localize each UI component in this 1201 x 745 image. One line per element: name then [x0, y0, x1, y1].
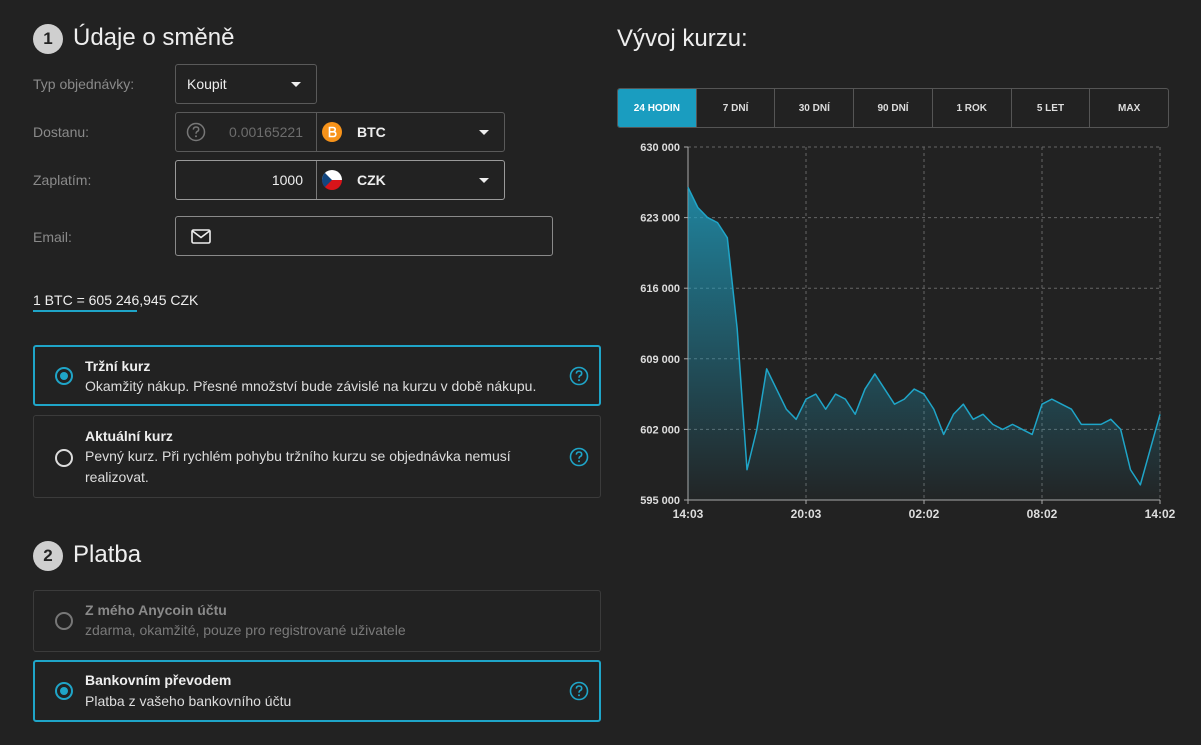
range-tab[interactable]: 24 HODIN [618, 89, 696, 127]
y-tick-label: 595 000 [640, 495, 680, 507]
price-chart: 595 000 602 000 609 000 616 000 623 000 630 0… [640, 142, 1176, 521]
help-icon[interactable] [186, 122, 206, 142]
x-tick-label: 02:02 [909, 507, 940, 521]
rate-option[interactable]: Aktuální kurz Pevný kurz. Při rychlém po… [33, 415, 601, 498]
rate-option[interactable]: Tržní kurz Okamžitý nákup. Přesné množst… [33, 345, 601, 406]
rate-underline [33, 310, 137, 312]
y-tick-label: 616 000 [640, 283, 680, 295]
help-icon[interactable] [569, 681, 589, 701]
field-label: Email: [33, 229, 72, 245]
step-title: Údaje o směně [73, 24, 235, 51]
range-tab[interactable]: 90 DNÍ [853, 89, 932, 127]
option-title: Aktuální kurz [85, 428, 173, 444]
range-tabs: 24 HODIN 7 DNÍ 30 DNÍ 90 DNÍ 1 ROK 5 LET MAX [617, 88, 1169, 128]
help-icon[interactable] [569, 366, 589, 386]
option-description: zdarma, okamžité, pouze pro registrované… [85, 622, 406, 638]
range-tab[interactable]: 1 ROK [931, 89, 1011, 127]
order-type-select[interactable]: Koupit [175, 64, 317, 104]
range-tab[interactable]: 7 DNÍ [695, 89, 775, 127]
option-description: Okamžitý nákup. Přesné množství bude záv… [85, 378, 537, 394]
caret [479, 178, 489, 183]
step-number: 1 [33, 24, 63, 54]
radio[interactable] [55, 367, 73, 385]
currency: CZK [357, 172, 386, 188]
y-tick-label: 630 000 [640, 142, 680, 154]
payment-option[interactable]: Bankovním převodem Platba z vašeho banko… [33, 660, 601, 722]
divider [316, 161, 317, 199]
radio[interactable] [55, 682, 73, 700]
pay-amount[interactable]: 1000 [271, 172, 303, 188]
range-tab[interactable]: 5 LET [1010, 89, 1090, 127]
x-tick-label: 14:02 [1145, 507, 1176, 521]
y-tick-label: 602 000 [640, 424, 680, 436]
radio[interactable] [55, 612, 73, 630]
czech-flag-icon [322, 170, 342, 190]
option-description: Pevný kurz. Při rychlém pohybu tržního k… [85, 448, 511, 485]
range-tab[interactable]: MAX [1089, 89, 1168, 127]
help-icon[interactable] [569, 447, 589, 467]
divider [316, 113, 317, 151]
x-tick-label: 08:02 [1027, 507, 1058, 521]
step-number: 2 [33, 541, 63, 571]
currency: BTC [357, 124, 386, 140]
receive-amount[interactable]: 0.00165221 [229, 124, 303, 140]
mail-icon [191, 229, 211, 244]
option-title: Tržní kurz [85, 358, 151, 374]
area [688, 187, 1160, 500]
field-label: Typ objednávky: [33, 76, 135, 92]
chart-title: Vývoj kurzu: [617, 25, 748, 52]
radio[interactable] [55, 449, 73, 467]
field-label: Zaplatím: [33, 172, 92, 188]
receive-field: 0.00165221 BTC [175, 112, 505, 152]
caret [479, 130, 489, 135]
y-tick-label: 623 000 [640, 213, 680, 225]
option-title: Bankovním převodem [85, 672, 232, 688]
bitcoin-icon [322, 122, 342, 142]
exchange-rate: 1 BTC = 605 246,945 CZK [33, 292, 199, 308]
line [687, 187, 1161, 486]
payment-option[interactable]: Z mého Anycoin účtu zdarma, okamžité, po… [33, 590, 601, 652]
x-tick-label: 14:03 [673, 507, 704, 521]
option-title: Z mého Anycoin účtu [85, 602, 227, 618]
y-tick-label: 609 000 [640, 354, 680, 366]
option-description: Platba z vašeho bankovního účtu [85, 693, 292, 709]
pay-field: 1000 CZK [175, 160, 505, 200]
range-tab[interactable]: 30 DNÍ [774, 89, 853, 127]
select-value: Koupit [187, 76, 227, 92]
caret [291, 82, 301, 87]
x-tick-label: 20:03 [791, 507, 822, 521]
email-input[interactable] [175, 216, 553, 256]
field-label: Dostanu: [33, 124, 90, 140]
step-title: Platba [73, 541, 142, 568]
